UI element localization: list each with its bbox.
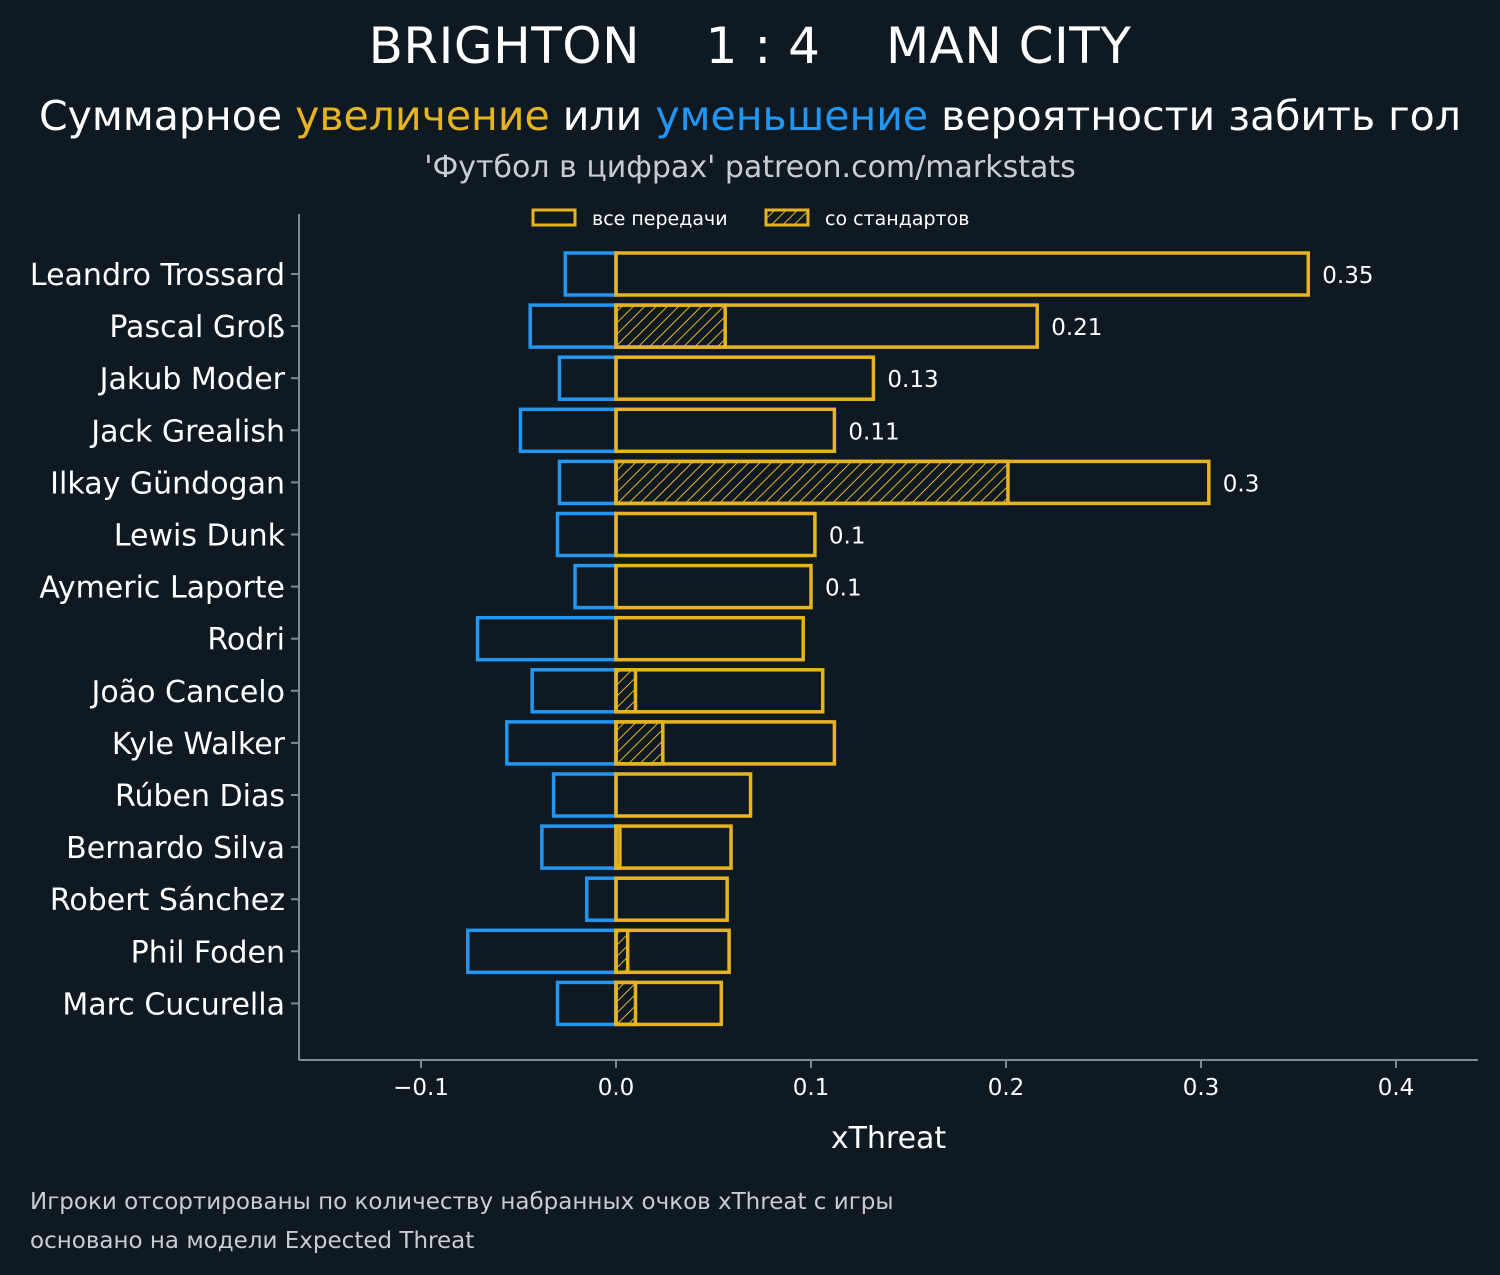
bar-increase-5 [614, 511, 817, 558]
data-label-2: 0.13 [887, 367, 938, 393]
bar-decrease-14 [555, 980, 618, 1027]
bar-increase-14 [614, 980, 724, 1027]
footnote-model: основано на модели Expected Threat [30, 1228, 475, 1254]
home-team: BRIGHTON [368, 17, 641, 75]
subtitle-part3: вероятности забить гол [928, 92, 1461, 140]
y-tick-label-10: Rúben Dias [115, 779, 285, 814]
y-tick-label-1: Pascal Groß [109, 310, 285, 345]
away-team: MAN CITY [885, 17, 1132, 75]
bar-setpiece-4 [614, 459, 1010, 506]
axes-group: Leandro Trossard Pascal Groß Jakub Moder Ja… [30, 214, 1478, 1156]
bar-increase-9 [614, 720, 837, 766]
data-label-3: 0.11 [848, 419, 899, 445]
bar-decrease-6 [573, 563, 618, 610]
chart-title: BRIGHTON 1 : 4 MAN CITY [0, 14, 1500, 78]
bar-increase-2 [614, 355, 876, 401]
bar-decrease-11 [540, 824, 618, 870]
y-tick-label-2: Jakub Moder [98, 362, 286, 397]
y-tick-label-9: Kyle Walker [112, 727, 286, 762]
bar-setpiece-9 [614, 720, 665, 766]
bar-setpiece-13 [614, 928, 630, 975]
bar-decrease-13 [466, 928, 618, 975]
chart-subtitle: Суммарное увеличение или уменьшение веро… [0, 88, 1500, 144]
bar-increase-4 [614, 459, 1211, 506]
bar-setpiece-14 [614, 980, 638, 1027]
data-label-6: 0.1 [825, 576, 862, 602]
bar-decrease-7 [475, 615, 618, 662]
bar-increase-7 [614, 615, 805, 662]
y-tick-label-0: Leandro Trossard [30, 258, 285, 293]
x-tick-label-2: 0.1 [793, 1075, 830, 1101]
footnote-sorting: Игроки отсортированы по количеству набра… [30, 1189, 894, 1215]
bar-increase-8 [614, 668, 825, 714]
y-tick-label-4: Ilkay Gündogan [50, 466, 285, 501]
bar-decrease-3 [518, 407, 618, 454]
data-label-5: 0.1 [829, 524, 866, 550]
bar-increase-12 [614, 876, 729, 922]
y-tick-label-5: Lewis Dunk [114, 519, 286, 554]
bar-decrease-4 [557, 459, 618, 506]
y-tick-label-14: Marc Cucurella [62, 987, 285, 1022]
bar-decrease-5 [555, 511, 618, 558]
y-tick-label-7: Rodri [207, 623, 285, 658]
bar-increase-13 [614, 928, 731, 975]
bar-increase-0 [614, 251, 1310, 297]
subtitle-increase: увеличение [295, 92, 550, 140]
bar-increase-3 [614, 407, 837, 454]
bar-decrease-9 [505, 720, 618, 766]
bar-decrease-0 [563, 251, 618, 297]
bar-increase-10 [614, 772, 753, 818]
legend-label-all-passes: все передачи [592, 208, 728, 230]
legend-swatch-all-passes [531, 208, 577, 227]
bar-increase-11 [614, 824, 733, 870]
subtitle-part2: или [549, 92, 656, 140]
score: 1 : 4 [705, 17, 821, 75]
y-tick-label-12: Robert Sánchez [50, 883, 285, 918]
legend-swatch-set-pieces [764, 208, 810, 227]
legend: все передачи со стандартов [531, 208, 969, 230]
data-label-0: 0.35 [1322, 263, 1373, 289]
y-tick-label-3: Jack Grealish [89, 414, 285, 449]
bar-decrease-2 [557, 355, 618, 401]
y-tick-label-11: Bernardo Silva [66, 831, 285, 866]
x-tick-label-4: 0.3 [1183, 1075, 1220, 1101]
x-tick-label-5: 0.4 [1378, 1075, 1415, 1101]
legend-label-set-pieces: со стандартов [825, 208, 969, 230]
bars-group: 0.35 0.21 0.13 0.11 0.3 0.1 0.1 [466, 251, 1373, 1027]
data-label-1: 0.21 [1051, 315, 1102, 341]
bar-increase-1 [614, 303, 1039, 349]
y-tick-label-6: Aymeric Laporte [39, 571, 285, 606]
bar-setpiece-8 [614, 668, 638, 714]
x-tick-label-1: 0.0 [598, 1075, 635, 1101]
source-credit: 'Футбол в цифрах' patreon.com/markstats [424, 150, 1076, 185]
bar-decrease-8 [530, 668, 618, 714]
x-tick-label-3: 0.2 [988, 1075, 1025, 1101]
data-label-4: 0.3 [1223, 471, 1260, 497]
bar-decrease-1 [528, 303, 618, 349]
subtitle-part1: Суммарное [39, 92, 296, 140]
y-tick-label-13: Phil Foden [131, 935, 285, 970]
y-tick-label-8: João Cancelo [90, 675, 285, 710]
bar-decrease-12 [585, 876, 618, 922]
subtitle-decrease: уменьшение [655, 92, 929, 140]
x-axis-label: xThreat [831, 1121, 947, 1156]
bar-increase-6 [614, 563, 813, 610]
bar-setpiece-1 [614, 303, 727, 349]
x-tick-label-0: −0.1 [393, 1075, 449, 1101]
bar-decrease-10 [551, 772, 618, 818]
